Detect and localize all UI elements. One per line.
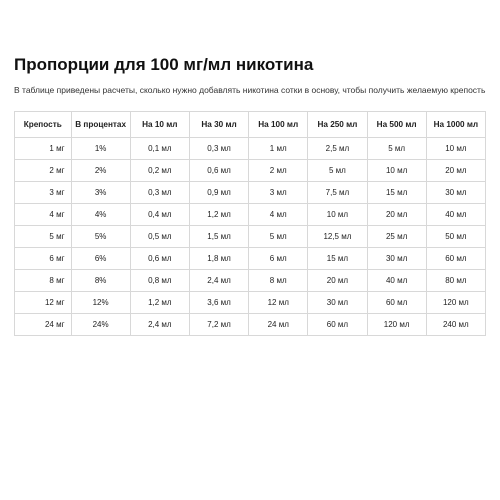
table-cell: 20 мл [426, 159, 485, 181]
table-cell: 10 мл [367, 159, 426, 181]
table-cell: 1 мг [15, 137, 72, 159]
table-cell: 30 мл [367, 247, 426, 269]
table-cell: 80 мл [426, 269, 485, 291]
table-cell: 20 мл [308, 269, 367, 291]
column-header: Крепость [15, 111, 72, 137]
table-cell: 0,9 мл [189, 181, 248, 203]
table-cell: 20 мл [367, 203, 426, 225]
table-row: 1 мг1%0,1 мл0,3 мл1 мл2,5 мл5 мл10 мл [15, 137, 486, 159]
table-cell: 4% [71, 203, 130, 225]
table-cell: 5% [71, 225, 130, 247]
table-cell: 50 мл [426, 225, 485, 247]
table-cell: 120 мл [426, 291, 485, 313]
table-cell: 60 мл [308, 313, 367, 335]
column-header: На 30 мл [189, 111, 248, 137]
header-row: КрепостьВ процентахНа 10 млНа 30 млНа 10… [15, 111, 486, 137]
table-body: 1 мг1%0,1 мл0,3 мл1 мл2,5 мл5 мл10 мл2 м… [15, 137, 486, 335]
table-cell: 7,2 мл [189, 313, 248, 335]
table-cell: 120 мл [367, 313, 426, 335]
table-cell: 1 мл [249, 137, 308, 159]
table-cell: 25 мл [367, 225, 426, 247]
table-cell: 12% [71, 291, 130, 313]
table-cell: 40 мл [367, 269, 426, 291]
table-cell: 60 мл [367, 291, 426, 313]
column-header: На 500 мл [367, 111, 426, 137]
table-row: 8 мг8%0,8 мл2,4 мл8 мл20 мл40 мл80 мл [15, 269, 486, 291]
table-cell: 2,5 мл [308, 137, 367, 159]
table-row: 3 мг3%0,3 мл0,9 мл3 мл7,5 мл15 мл30 мл [15, 181, 486, 203]
table-row: 2 мг2%0,2 мл0,6 мл2 мл5 мл10 мл20 мл [15, 159, 486, 181]
table-cell: 2 мг [15, 159, 72, 181]
table-cell: 8 мг [15, 269, 72, 291]
table-cell: 24 мг [15, 313, 72, 335]
table-cell: 15 мл [367, 181, 426, 203]
table-cell: 4 мл [249, 203, 308, 225]
table-cell: 4 мг [15, 203, 72, 225]
table-cell: 12 мл [249, 291, 308, 313]
table-cell: 3% [71, 181, 130, 203]
table-row: 24 мг24%2,4 мл7,2 мл24 мл60 мл120 мл240 … [15, 313, 486, 335]
table-cell: 12 мг [15, 291, 72, 313]
table-cell: 3,6 мл [189, 291, 248, 313]
table-cell: 3 мл [249, 181, 308, 203]
column-header: В процентах [71, 111, 130, 137]
column-header: На 100 мл [249, 111, 308, 137]
table-cell: 5 мл [308, 159, 367, 181]
table-cell: 3 мг [15, 181, 72, 203]
table-cell: 5 мл [367, 137, 426, 159]
table-cell: 40 мл [426, 203, 485, 225]
table-cell: 6 мг [15, 247, 72, 269]
table-row: 12 мг12%1,2 мл3,6 мл12 мл30 мл60 мл120 м… [15, 291, 486, 313]
table-head: КрепостьВ процентахНа 10 млНа 30 млНа 10… [15, 111, 486, 137]
table-cell: 60 мл [426, 247, 485, 269]
table-cell: 8 мл [249, 269, 308, 291]
table-cell: 5 мг [15, 225, 72, 247]
column-header: На 1000 мл [426, 111, 485, 137]
table-cell: 1,2 мл [130, 291, 189, 313]
page-subtitle: В таблице приведены расчеты, сколько нуж… [14, 85, 486, 97]
page-title: Пропорции для 100 мг/мл никотина [14, 55, 486, 75]
table-cell: 1,5 мл [189, 225, 248, 247]
table-row: 5 мг5%0,5 мл1,5 мл5 мл12,5 мл25 мл50 мл [15, 225, 486, 247]
proportions-table: КрепостьВ процентахНа 10 млНа 30 млНа 10… [14, 111, 486, 336]
table-cell: 2,4 мл [189, 269, 248, 291]
table-cell: 2% [71, 159, 130, 181]
table-cell: 30 мл [308, 291, 367, 313]
table-row: 4 мг4%0,4 мл1,2 мл4 мл10 мл20 мл40 мл [15, 203, 486, 225]
table-cell: 0,5 мл [130, 225, 189, 247]
table-cell: 10 мл [308, 203, 367, 225]
table-cell: 2 мл [249, 159, 308, 181]
table-cell: 1,8 мл [189, 247, 248, 269]
table-cell: 15 мл [308, 247, 367, 269]
table-cell: 8% [71, 269, 130, 291]
table-cell: 0,8 мл [130, 269, 189, 291]
table-cell: 12,5 мл [308, 225, 367, 247]
column-header: На 10 мл [130, 111, 189, 137]
table-cell: 2,4 мл [130, 313, 189, 335]
table-cell: 24 мл [249, 313, 308, 335]
table-cell: 24% [71, 313, 130, 335]
table-cell: 1,2 мл [189, 203, 248, 225]
table-cell: 0,6 мл [189, 159, 248, 181]
table-row: 6 мг6%0,6 мл1,8 мл6 мл15 мл30 мл60 мл [15, 247, 486, 269]
table-cell: 0,2 мл [130, 159, 189, 181]
table-cell: 240 мл [426, 313, 485, 335]
table-cell: 6 мл [249, 247, 308, 269]
table-cell: 0,6 мл [130, 247, 189, 269]
table-cell: 0,1 мл [130, 137, 189, 159]
table-cell: 6% [71, 247, 130, 269]
table-cell: 5 мл [249, 225, 308, 247]
table-cell: 7,5 мл [308, 181, 367, 203]
table-cell: 1% [71, 137, 130, 159]
table-cell: 10 мл [426, 137, 485, 159]
column-header: На 250 мл [308, 111, 367, 137]
table-cell: 0,3 мл [189, 137, 248, 159]
table-cell: 30 мл [426, 181, 485, 203]
table-cell: 0,3 мл [130, 181, 189, 203]
table-cell: 0,4 мл [130, 203, 189, 225]
